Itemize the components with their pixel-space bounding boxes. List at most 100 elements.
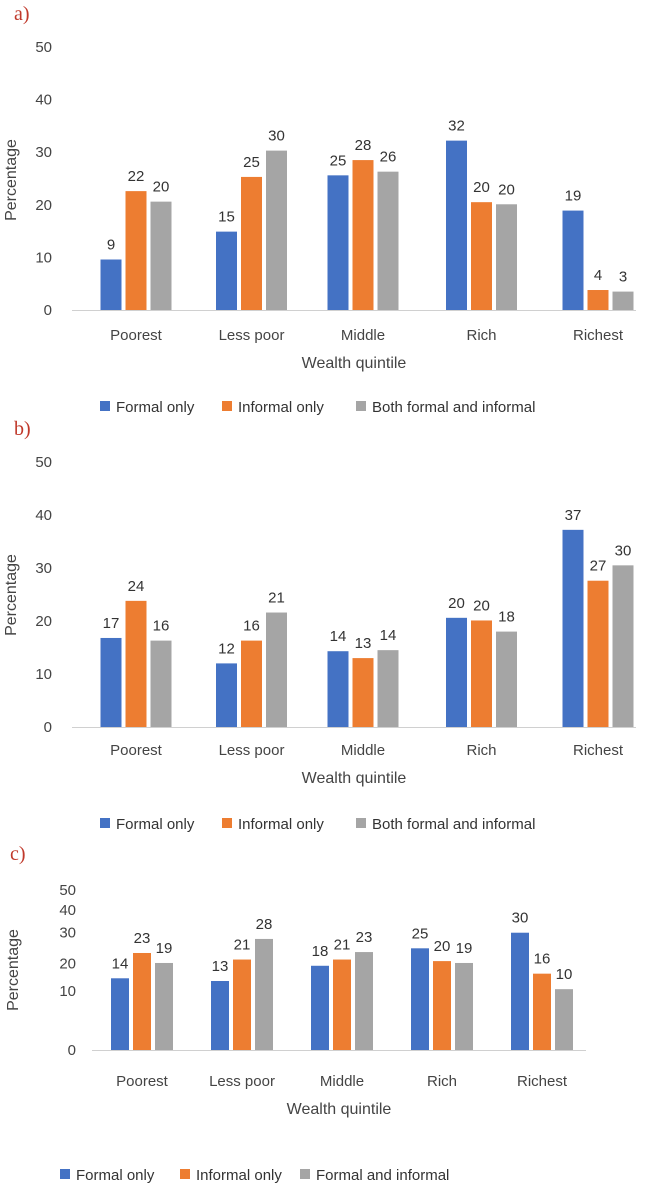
chart-a-data-label-formal-only-less-poor: 15 [218, 209, 235, 226]
chart-b-legend-swatch-both [356, 818, 366, 828]
chart-c-ytick-label: 30 [59, 924, 76, 941]
chart-b: b) 0 10 20 30 40 50 Percentage 17 24 16 Poorest 12 16… [0, 415, 650, 845]
chart-c-data-label-both-middle: 23 [356, 929, 373, 946]
chart-a-legend-label-formal-only: Formal only [116, 399, 195, 416]
chart-a-data-label-both-poorest: 20 [153, 179, 170, 196]
chart-a-data-label-informal-only-rich: 20 [473, 179, 490, 196]
chart-b-data-label-informal-only-richest: 27 [590, 558, 607, 575]
chart-b-bar-formal-only-rich [446, 617, 467, 727]
chart-a-bar-informal-only-richest [587, 290, 609, 310]
chart-c-legend-label-formal-only: Formal only [76, 1167, 155, 1184]
chart-a-data-label-formal-only-rich: 32 [448, 118, 465, 135]
chart-a: a) 0 10 20 30 40 50 Percentage 9 22 20 Poorest 15 25 3… [0, 0, 650, 430]
chart-c-bar-informal-only-richest [533, 973, 551, 1050]
chart-c-data-label-both-richest: 10 [556, 966, 573, 983]
chart-a-category-label-middle: Middle [341, 327, 385, 344]
chart-a-data-label-informal-only-richest: 4 [594, 267, 602, 284]
chart-a-data-label-informal-only-poorest: 22 [128, 168, 145, 185]
chart-b-bar-both-less-poor [266, 612, 287, 727]
chart-a-bar-both-rich [496, 204, 517, 310]
chart-c-legend-swatch-both [300, 1169, 310, 1179]
chart-c-ytick-label: 20 [59, 956, 76, 973]
chart-c-bar-formal-only-middle [311, 965, 329, 1050]
chart-a-bar-both-poorest [150, 201, 172, 310]
chart-c-bar-formal-only-poorest [111, 978, 129, 1050]
chart-b-category-label-rich: Rich [466, 742, 496, 759]
chart-c-category-label-middle: Middle [320, 1073, 364, 1090]
chart-c-bar-both-rich [455, 962, 473, 1050]
chart-a-bar-formal-only-rich [446, 140, 467, 310]
chart-b-bar-formal-only-poorest [100, 637, 122, 727]
chart-c-ytick-label: 10 [59, 983, 76, 1000]
chart-c-category-label-poorest: Poorest [116, 1073, 169, 1090]
chart-b-bar-formal-only-richest [562, 529, 584, 727]
chart-c-bar-informal-only-poorest [133, 952, 151, 1050]
chart-a-bar-both-middle [377, 171, 399, 310]
chart-c-bar-formal-only-rich [411, 948, 429, 1050]
chart-b-data-label-formal-only-less-poor: 12 [218, 640, 235, 657]
chart-b-bar-both-poorest [150, 640, 172, 727]
chart-c-bar-informal-only-less-poor [233, 959, 251, 1050]
chart-a-legend-swatch-both [356, 401, 366, 411]
chart-b-data-label-formal-only-richest: 37 [565, 507, 582, 524]
chart-b-category-label-richest: Richest [573, 742, 624, 759]
chart-c-data-label-formal-only-richest: 30 [512, 910, 529, 927]
chart-a-bar-formal-only-richest [562, 210, 584, 310]
chart-b-data-label-formal-only-poorest: 17 [103, 615, 120, 632]
chart-a-bar-informal-only-rich [471, 202, 492, 310]
chart-c-bar-both-richest [555, 989, 573, 1050]
chart-c-bar-formal-only-richest [511, 932, 529, 1050]
chart-c-category-label-rich: Rich [427, 1073, 457, 1090]
chart-a-data-label-both-less-poor: 30 [268, 128, 285, 145]
chart-a-bar-formal-only-poorest [100, 259, 122, 310]
chart-b-data-label-informal-only-less-poor: 16 [243, 618, 260, 635]
chart-c-bar-both-less-poor [255, 938, 273, 1050]
chart-a-bar-both-richest [612, 291, 634, 310]
chart-c-data-label-formal-only-rich: 25 [412, 925, 429, 942]
chart-a-data-label-formal-only-middle: 25 [330, 152, 347, 169]
chart-a-data-label-both-richest: 3 [619, 269, 627, 286]
chart-b-bar-both-richest [612, 565, 634, 727]
chart-c-bar-formal-only-less-poor [211, 981, 229, 1050]
chart-a-bar-formal-only-middle [327, 175, 349, 310]
chart-c-data-label-both-less-poor: 28 [256, 916, 273, 933]
chart-b-ytick-label: 10 [35, 666, 52, 683]
chart-b-category-label-less-poor: Less poor [219, 742, 285, 759]
chart-a-category-label-poorest: Poorest [110, 327, 163, 344]
chart-c-category-label-less-poor: Less poor [209, 1073, 275, 1090]
chart-b-svg: b) 0 10 20 30 40 50 Percentage 17 24 16 Poorest 12 16… [3, 418, 636, 833]
chart-c-data-label-formal-only-less-poor: 13 [212, 958, 229, 975]
chart-b-bar-informal-only-rich [471, 620, 492, 727]
chart-a-category-label-richest: Richest [573, 327, 624, 344]
chart-a-bar-informal-only-less-poor [241, 176, 262, 310]
chart-a-data-label-both-middle: 26 [380, 149, 397, 166]
chart-a-data-label-informal-only-less-poor: 25 [243, 154, 260, 171]
chart-c-data-label-informal-only-poorest: 23 [134, 930, 151, 947]
chart-a-ytick-label: 30 [35, 144, 52, 161]
chart-c-legend-label-informal-only: Informal only [196, 1167, 282, 1184]
chart-a-legend-label-both: Both formal and informal [372, 399, 535, 416]
chart-a-svg: a) 0 10 20 30 40 50 Percentage 9 22 20 Poorest 15 25 3… [3, 3, 636, 416]
chart-a-ytick-label: 0 [44, 302, 52, 319]
chart-b-legend-label-informal-only: Informal only [238, 816, 324, 833]
chart-c-panel-label: c) [10, 843, 26, 865]
chart-b-ytick-label: 50 [35, 454, 52, 471]
chart-c-data-label-formal-only-middle: 18 [312, 943, 329, 960]
chart-c-ytick-label: 0 [68, 1042, 76, 1059]
chart-b-bar-formal-only-middle [327, 651, 349, 727]
chart-b-ytick-label: 40 [35, 507, 52, 524]
chart-a-data-label-formal-only-richest: 19 [565, 188, 582, 205]
chart-c-legend-label-both: Formal and informal [316, 1167, 449, 1184]
chart-a-ytick-label: 20 [35, 197, 52, 214]
chart-c: c) 0 10 20 30 40 50 Percentage 14 23 19 Poorest 13 21… [0, 840, 650, 1196]
chart-a-x-axis-title: Wealth quintile [302, 355, 407, 372]
chart-c-svg: c) 0 10 20 30 40 50 Percentage 14 23 19 Poorest 13 21… [5, 843, 586, 1184]
chart-a-data-label-formal-only-poorest: 9 [107, 237, 115, 254]
chart-a-y-axis-title: Percentage [3, 139, 20, 221]
chart-a-legend-swatch-informal-only [222, 401, 232, 411]
chart-b-category-label-middle: Middle [341, 742, 385, 759]
chart-a-category-label-rich: Rich [466, 327, 496, 344]
chart-a-bar-both-less-poor [266, 150, 287, 310]
chart-c-data-label-informal-only-middle: 21 [334, 937, 351, 954]
chart-a-panel-label: a) [14, 3, 30, 25]
